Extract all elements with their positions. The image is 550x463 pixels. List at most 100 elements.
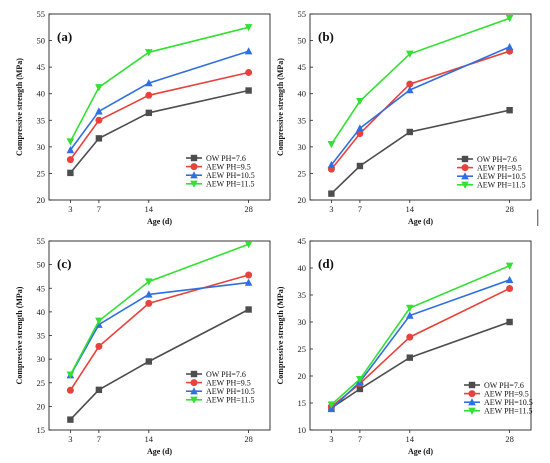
y-tick-label: 40 <box>298 263 307 273</box>
data-point <box>66 371 75 379</box>
x-tick-label: 14 <box>145 434 154 444</box>
x-tick-label: 7 <box>358 434 362 444</box>
series-line <box>330 265 510 406</box>
y-tick-label: 55 <box>37 236 46 246</box>
series-line <box>330 50 510 170</box>
series-line <box>69 89 249 174</box>
series-line <box>69 308 249 421</box>
y-tick-label: 40 <box>37 89 46 99</box>
y-tick-label: 20 <box>37 195 46 205</box>
data-point <box>66 386 74 394</box>
legend-label: OW PH=7.6 <box>206 154 246 163</box>
x-axis-label: Age (d) <box>147 447 172 456</box>
legend-marker <box>190 163 198 171</box>
legend-label: OW PH=7.6 <box>206 370 246 379</box>
legend-label: AEW PH=10.5 <box>477 172 526 181</box>
data-point <box>406 304 414 312</box>
legend-label: AEW PH=9.5 <box>206 378 251 387</box>
legend-marker <box>190 171 198 179</box>
data-point <box>327 401 336 409</box>
x-axis-label: Age (d) <box>147 217 172 226</box>
y-tick-label: 30 <box>37 354 46 364</box>
legend-label: AEW PH=11.5 <box>484 407 533 416</box>
legend-label: AEW PH=11.5 <box>477 181 526 190</box>
legend-label: AEW PH=9.5 <box>477 163 522 172</box>
legend-label: AEW PH=10.5 <box>206 387 255 396</box>
legend-label: AEW PH=9.5 <box>206 162 251 171</box>
y-tick-label: 20 <box>37 401 46 411</box>
x-tick-label: 3 <box>68 204 72 214</box>
data-point <box>356 124 364 132</box>
y-tick-label: 30 <box>298 142 307 152</box>
x-axis-label: Age (d) <box>408 447 433 456</box>
data-point <box>244 278 253 286</box>
data-point <box>245 306 252 313</box>
data-point <box>327 141 336 149</box>
data-point <box>356 376 364 384</box>
x-tick-label: 3 <box>329 204 333 214</box>
data-point <box>245 68 253 76</box>
legend-marker <box>461 172 469 180</box>
y-tick-label: 35 <box>298 290 307 300</box>
y-tick-label: 25 <box>37 168 46 178</box>
data-point <box>145 49 153 57</box>
data-point <box>505 275 514 284</box>
legend-label: OW PH=7.6 <box>484 381 524 390</box>
data-point <box>244 47 253 55</box>
y-tick-label: 55 <box>298 9 307 19</box>
legend-marker <box>461 155 469 163</box>
data-point <box>67 169 74 177</box>
x-tick-label: 3 <box>68 434 72 444</box>
data-point <box>145 358 153 365</box>
panel-a: 20 25 30 35 40 45 50 55 3 7 14 28 Age (d) Compressive… <box>15 9 271 226</box>
legend-marker <box>190 154 198 162</box>
y-axis-label: Compressive strength (MPa) <box>276 58 285 156</box>
data-point <box>244 24 253 32</box>
y-tick-label: 25 <box>298 168 307 178</box>
y-tick-label: 25 <box>298 344 307 354</box>
y-axis-label: Compressive strength (MPa) <box>276 286 285 384</box>
data-point <box>66 156 74 164</box>
data-point <box>145 278 153 286</box>
data-point <box>406 333 414 341</box>
data-point <box>506 285 514 293</box>
data-point <box>67 416 74 423</box>
data-point <box>505 15 514 23</box>
legend-marker <box>468 381 476 389</box>
y-tick-label: 25 <box>37 378 46 388</box>
y-axis-label: Compressive strength (MPa) <box>15 286 24 384</box>
data-point <box>406 128 414 136</box>
y-tick-label: 50 <box>37 36 46 46</box>
series-line <box>330 279 510 410</box>
panel-c: 15 20 25 30 35 40 45 50 55 3 7 14 28 Age (d) Compressi… <box>15 236 271 456</box>
x-tick-label: 3 <box>329 434 333 444</box>
data-point <box>95 116 103 124</box>
data-point <box>95 135 103 142</box>
legend-marker <box>190 180 198 188</box>
series-line <box>330 109 510 195</box>
data-point <box>356 97 364 106</box>
panel-label: (a) <box>57 29 72 44</box>
series-line <box>69 26 249 142</box>
y-tick-label: 10 <box>298 425 307 435</box>
y-tick-label: 35 <box>37 115 46 125</box>
y-axis-label: Compressive strength (MPa) <box>15 58 24 156</box>
series-line <box>69 50 249 151</box>
y-tick-label: 50 <box>298 36 307 46</box>
y-tick-label: 20 <box>298 195 307 205</box>
legend-marker <box>468 398 476 406</box>
y-tick-label: 45 <box>37 62 46 72</box>
x-tick-label: 14 <box>406 204 415 214</box>
right-margin-mark: | <box>536 206 540 226</box>
legend-marker <box>461 181 469 189</box>
y-tick-label: 45 <box>298 62 307 72</box>
series-line <box>330 321 510 409</box>
data-point <box>506 318 513 326</box>
x-tick-label: 28 <box>505 434 514 444</box>
data-point <box>356 162 364 170</box>
legend-marker <box>461 164 469 172</box>
data-point <box>145 290 153 298</box>
legend-marker <box>468 407 476 415</box>
data-point <box>505 262 514 270</box>
series-line <box>69 71 249 161</box>
